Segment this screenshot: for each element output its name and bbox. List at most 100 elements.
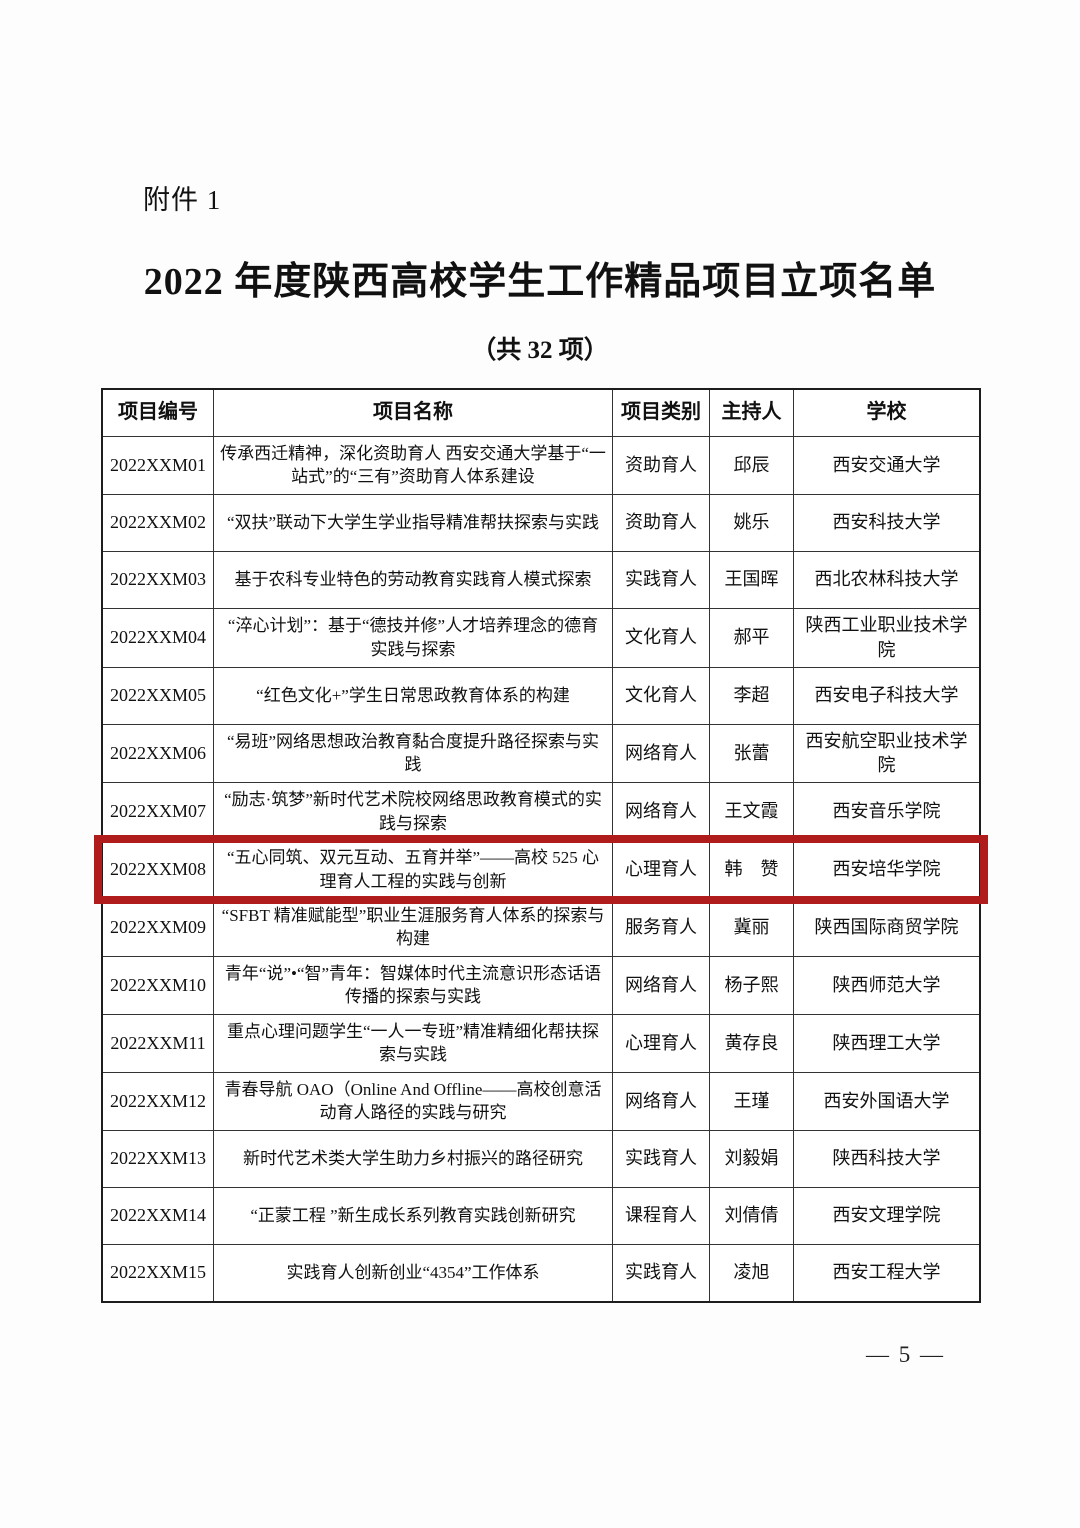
- cell-project-no: 2022XXM08: [103, 841, 214, 899]
- table-row: 2022XXM13 新时代艺术类大学生助力乡村振兴的路径研究 实践育人 刘毅娟 …: [103, 1130, 979, 1188]
- table-row: 2022XXM04 “淬心计划”：基于“德技并修”人才培养理念的德育实践与探索 …: [103, 608, 979, 668]
- cell-category: 网络育人: [613, 783, 710, 841]
- cell-category: 网络育人: [613, 1072, 710, 1130]
- cell-school: 陕西理工大学: [832, 1032, 941, 1053]
- cell-project-name: “红色文化+”学生日常思政教育体系的构建: [214, 667, 613, 724]
- column-header-project-name: 项目名称: [214, 390, 613, 436]
- cell-project-name: “双扶”联动下大学生学业指导精准帮扶探索与实践: [214, 494, 613, 551]
- cell-category: 实践育人: [613, 551, 710, 608]
- cell-project-no: 2022XXM10: [103, 956, 214, 1014]
- table-row: 2022XXM03 基于农科专业特色的劳动教育实践育人模式探索 实践育人 王国晖…: [103, 551, 979, 609]
- cell-project-no: 2022XXM06: [103, 724, 214, 783]
- cell-leader: 王文霞: [710, 783, 794, 841]
- table-row: 2022XXM09 “SFBT 精准赋能型”职业生涯服务育人体系的探索与构建 服…: [103, 899, 979, 957]
- cell-project-name: “五心同筑、双元互动、五育并举”——高校 525 心理育人工程的实践与创新: [214, 841, 613, 899]
- table-row: 2022XXM10 青年“说”•“智”青年：智媒体时代主流意识形态话语传播的探索…: [103, 956, 979, 1015]
- cell-school: 西安航空职业技术学院: [805, 730, 968, 776]
- cell-category: 资助育人: [613, 437, 710, 494]
- cell-school: 西北农林科技大学: [814, 569, 959, 590]
- cell-project-no: 2022XXM04: [103, 608, 214, 667]
- cell-school: 西安工程大学: [832, 1262, 941, 1283]
- cell-project-name: 传承西迁精神，深化资助育人 西安交通大学基于“一站式”的“三有”资助育人体系建设: [214, 437, 613, 494]
- cell-leader: 张蕾: [710, 724, 794, 783]
- cell-project-no: 2022XXM02: [103, 494, 214, 551]
- cell-project-no: 2022XXM05: [103, 667, 214, 724]
- cell-category: 文化育人: [613, 667, 710, 724]
- cell-project-no: 2022XXM03: [103, 551, 214, 608]
- table-header-row: 项目编号 项目名称 项目类别 主持人 学校: [103, 390, 979, 437]
- cell-school: 西安交通大学: [832, 455, 941, 476]
- column-header-project-no: 项目编号: [103, 390, 214, 436]
- document-subtitle: （共 32 项）: [471, 337, 609, 364]
- cell-project-name: 青春导航 OAO（Online And Offline——高校创意活动育人路径的…: [214, 1072, 613, 1130]
- cell-category: 资助育人: [613, 494, 710, 551]
- cell-category: 文化育人: [613, 608, 710, 667]
- cell-project-name: 青年“说”•“智”青年：智媒体时代主流意识形态话语传播的探索与实践: [214, 956, 613, 1014]
- cell-project-no: 2022XXM12: [103, 1072, 214, 1130]
- table-row: 2022XXM08 “五心同筑、双元互动、五育并举”——高校 525 心理育人工…: [94, 835, 988, 904]
- page-number: — 5 —: [866, 1342, 945, 1367]
- cell-leader: 邱辰: [710, 437, 794, 494]
- cell-leader: 冀丽: [710, 899, 794, 956]
- table-row: 2022XXM06 “易班”网络思想政治教育黏合度提升路径探索与实践 网络育人 …: [103, 724, 979, 784]
- cell-school: 西安培华学院: [832, 859, 941, 880]
- cell-project-no: 2022XXM14: [103, 1187, 214, 1244]
- cell-project-name: 基于农科专业特色的劳动教育实践育人模式探索: [214, 551, 613, 608]
- table-row: 2022XXM01 传承西迁精神，深化资助育人 西安交通大学基于“一站式”的“三…: [103, 437, 979, 495]
- table-row: 2022XXM15 实践育人创新创业“4354”工作体系 实践育人 凌旭 西安工…: [103, 1244, 979, 1301]
- cell-leader: 王瑾: [710, 1072, 794, 1130]
- cell-leader: 李超: [710, 667, 794, 724]
- table-row: 2022XXM11 重点心理问题学生“一人一专班”精准精细化帮扶探索与实践 心理…: [103, 1014, 979, 1073]
- cell-school: 西安文理学院: [832, 1205, 941, 1226]
- cell-project-no: 2022XXM11: [103, 1014, 214, 1072]
- cell-project-name: 实践育人创新创业“4354”工作体系: [214, 1244, 613, 1301]
- table-row: 2022XXM02 “双扶”联动下大学生学业指导精准帮扶探索与实践 资助育人 姚…: [103, 494, 979, 552]
- cell-project-name: “正蒙工程 ”新生成长系列教育实践创新研究: [214, 1187, 613, 1244]
- cell-project-no: 2022XXM07: [103, 783, 214, 841]
- cell-school: 陕西工业职业技术学院: [805, 614, 968, 660]
- cell-school: 西安电子科技大学: [814, 685, 959, 706]
- cell-school: 西安科技大学: [832, 512, 941, 533]
- cell-leader: 姚乐: [710, 494, 794, 551]
- cell-project-no: 2022XXM13: [103, 1130, 214, 1187]
- column-header-school: 学校: [866, 401, 907, 424]
- cell-leader: 杨子熙: [710, 956, 794, 1014]
- cell-school: 陕西科技大学: [832, 1148, 941, 1169]
- cell-leader: 刘毅娟: [710, 1130, 794, 1187]
- cell-category: 网络育人: [613, 956, 710, 1014]
- table-row: 2022XXM05 “红色文化+”学生日常思政教育体系的构建 文化育人 李超 西…: [103, 667, 979, 725]
- table-row: 2022XXM14 “正蒙工程 ”新生成长系列教育实践创新研究 课程育人 刘倩倩…: [103, 1187, 979, 1245]
- cell-project-no: 2022XXM15: [103, 1244, 214, 1301]
- cell-school: 西安外国语大学: [823, 1090, 950, 1111]
- cell-category: 实践育人: [613, 1130, 710, 1187]
- cell-category: 心理育人: [613, 841, 710, 899]
- cell-project-name: “SFBT 精准赋能型”职业生涯服务育人体系的探索与构建: [214, 899, 613, 956]
- cell-category: 心理育人: [613, 1014, 710, 1072]
- cell-category: 课程育人: [613, 1187, 710, 1244]
- cell-project-no: 2022XXM09: [103, 899, 214, 956]
- cell-leader: 黄存良: [710, 1014, 794, 1072]
- cell-project-name: 新时代艺术类大学生助力乡村振兴的路径研究: [214, 1130, 613, 1187]
- cell-category: 服务育人: [613, 899, 710, 956]
- cell-project-name: “励志·筑梦”新时代艺术院校网络思政教育模式的实践与探索: [214, 783, 613, 841]
- cell-project-name: 重点心理问题学生“一人一专班”精准精细化帮扶探索与实践: [214, 1014, 613, 1072]
- cell-leader: 王国晖: [710, 551, 794, 608]
- attachment-label: 附件 1: [143, 185, 222, 215]
- cell-leader: 刘倩倩: [710, 1187, 794, 1244]
- document-title: 2022 年度陕西高校学生工作精品项目立项名单: [143, 261, 937, 303]
- table-body: 2022XXM01 传承西迁精神，深化资助育人 西安交通大学基于“一站式”的“三…: [94, 437, 988, 1301]
- cell-school: 陕西国际商贸学院: [814, 917, 959, 938]
- cell-project-name: “易班”网络思想政治教育黏合度提升路径探索与实践: [214, 724, 613, 783]
- column-header-category: 项目类别: [613, 390, 710, 436]
- cell-school: 西安音乐学院: [832, 801, 941, 822]
- cell-project-name: “淬心计划”：基于“德技并修”人才培养理念的德育实践与探索: [214, 608, 613, 667]
- table-row: 2022XXM07 “励志·筑梦”新时代艺术院校网络思政教育模式的实践与探索 网…: [103, 783, 979, 842]
- cell-leader: 韩 赞: [710, 841, 794, 899]
- column-header-leader: 主持人: [710, 390, 794, 436]
- cell-leader: 郝平: [710, 608, 794, 667]
- cell-category: 实践育人: [613, 1244, 710, 1301]
- cell-category: 网络育人: [613, 724, 710, 783]
- projects-table: 项目编号 项目名称 项目类别 主持人 学校 2022XXM01 传承西迁精神，深…: [94, 388, 988, 1303]
- table-row: 2022XXM12 青春导航 OAO（Online And Offline——高…: [103, 1072, 979, 1131]
